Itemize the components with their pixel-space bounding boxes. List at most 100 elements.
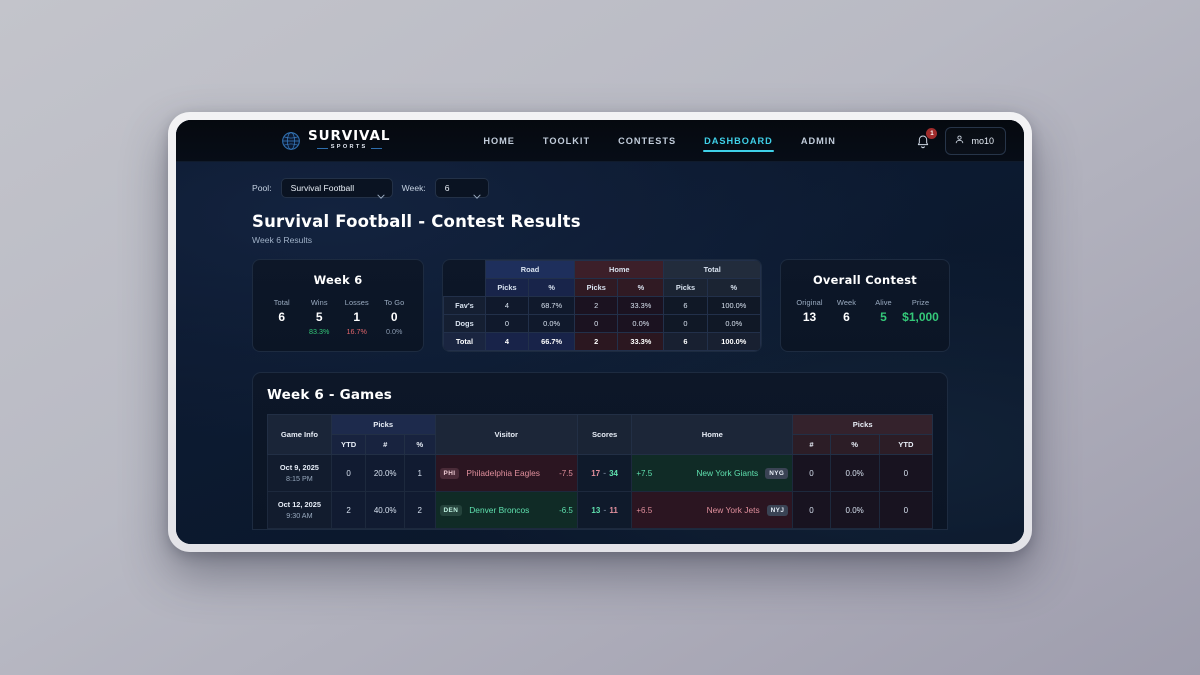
- matrix-sub-home-picks: Picks: [574, 278, 619, 297]
- user-avatar-icon: [954, 132, 965, 150]
- matrix-dogs-home-picks: 0: [574, 314, 619, 333]
- page-subtitle: Week 6 Results: [252, 235, 313, 245]
- brand-logo[interactable]: SURVIVAL SPORTS: [281, 129, 390, 151]
- visitor-spread: -6.5: [559, 505, 573, 515]
- games-sub-right-pct: %: [829, 434, 880, 455]
- score-separator: -: [603, 505, 607, 515]
- brand-tagline: SPORTS: [308, 145, 390, 151]
- week-summary-columns: Total 6 Wins 5 83.3% Losses 1 16.7%: [263, 298, 413, 336]
- visitor-team: PHI Philadelphia Eagles -7.5: [439, 467, 573, 479]
- matrix-row-dogs: Dogs 0 0.0% 0 0.0% 0 0.0%: [443, 314, 761, 333]
- game-info-cell: Oct 9, 2025 8:15 PM: [267, 454, 332, 492]
- right-pick-num: 0: [792, 491, 831, 529]
- game-info-cell: Oct 12, 2025 9:30 AM: [267, 491, 332, 529]
- left-pick-ytd: 2: [330, 491, 367, 529]
- page-title: Survival Football - Contest Results: [252, 212, 581, 231]
- matrix-favs-total-pct: 100.0%: [706, 296, 761, 315]
- home-spread: +6.5: [636, 505, 653, 515]
- matrix-sub-total-pct: %: [706, 278, 761, 297]
- table-row[interactable]: Oct 12, 2025 9:30 AM 2 40.0% 2 DEN Denve…: [267, 491, 934, 529]
- week-stat-togo-pct: 0.0%: [386, 327, 403, 336]
- app-viewport: SURVIVAL SPORTS HOME TOOLKIT CONTESTS DA…: [176, 120, 1024, 544]
- overall-contest-title: Overall Contest: [812, 273, 918, 287]
- matrix-row-dogs-label: Dogs: [443, 314, 486, 333]
- week-stat-losses: Losses 1 16.7%: [338, 298, 376, 336]
- pool-select[interactable]: Survival Football: [280, 178, 393, 199]
- week-stat-total: Total 6: [263, 298, 301, 336]
- games-col-visitor: Visitor: [434, 414, 578, 455]
- week-stat-togo: To Go 0 0.0%: [376, 298, 414, 336]
- matrix-dogs-home-pct: 0.0%: [617, 314, 665, 333]
- page-header: Survival Football - Contest Results Week…: [176, 198, 1024, 245]
- overall-stat-alive-label: Alive: [875, 298, 892, 307]
- games-col-scores: Scores: [576, 414, 633, 455]
- matrix-row-favs-label: Fav's: [443, 296, 486, 315]
- home-team-name: New York Giants: [696, 468, 759, 478]
- matrix-favs-home-picks: 2: [574, 296, 619, 315]
- matrix-sub-road-picks: Picks: [484, 278, 530, 297]
- overall-contest-columns: Original 13 Week 6 Alive 5 Prize: [791, 298, 939, 324]
- nav-link-home[interactable]: HOME: [483, 135, 515, 146]
- right-pick-ytd: 0: [878, 491, 934, 529]
- week-stat-togo-label: To Go: [384, 298, 405, 307]
- visitor-team-name: Philadelphia Eagles: [466, 468, 540, 478]
- visitor-team-abbr-badge: DEN: [439, 504, 463, 516]
- notifications-button[interactable]: 1: [915, 127, 938, 150]
- globe-icon: [281, 131, 301, 151]
- nav-right-cluster: 1 mo10: [915, 126, 1006, 155]
- matrix-favs-road-picks: 4: [484, 296, 530, 315]
- matrix-dogs-road-pct: 0.0%: [528, 314, 576, 333]
- matrix-group-road: Road: [484, 260, 576, 279]
- week-stat-total-label: Total: [273, 298, 290, 307]
- overall-stat-alive-value: 5: [880, 310, 887, 324]
- games-col-game-info: Game Info: [267, 414, 332, 455]
- visitor-spread: -7.5: [559, 468, 573, 478]
- overall-stat-week-value: 6: [843, 310, 850, 324]
- games-sub-right-ytd: YTD: [878, 434, 934, 455]
- nav-link-toolkit[interactable]: TOOLKIT: [542, 135, 591, 146]
- home-cell: +7.5 New York Giants NYG: [631, 454, 794, 492]
- week-summary-title: Week 6: [313, 273, 363, 287]
- overall-stat-week-label: Week: [836, 298, 857, 307]
- score-cell: 17-34: [576, 454, 633, 492]
- nav-link-contests[interactable]: CONTESTS: [618, 135, 677, 146]
- matrix-row-favs: Fav's 4 68.7% 2 33.3% 6 100.0%: [443, 296, 761, 315]
- summary-cards-row: Week 6 Total 6 Wins 5 83.3%: [176, 245, 1024, 352]
- games-sub-left-pct: %: [403, 434, 436, 455]
- week-stat-wins-label: Wins: [310, 298, 328, 307]
- overall-stat-alive: Alive 5: [865, 298, 902, 324]
- week-select[interactable]: 6: [434, 178, 489, 199]
- brand-wordmark: SURVIVAL SPORTS: [308, 129, 390, 151]
- visitor-score: 17: [591, 469, 601, 478]
- game-date: Oct 12, 2025: [277, 500, 321, 509]
- games-panel-title: Week 6 - Games: [267, 387, 393, 403]
- matrix-sub-total-picks: Picks: [663, 278, 708, 297]
- pool-select-value: Survival Football: [290, 183, 355, 193]
- home-team-name: New York Jets: [706, 505, 760, 515]
- home-team: +7.5 New York Giants NYG: [636, 467, 789, 479]
- matrix-row-total-label: Total: [443, 332, 486, 351]
- matrix-total-total-pct: 100.0%: [706, 332, 761, 351]
- overall-stat-prize: Prize $1,000: [902, 298, 939, 324]
- overall-stat-original-value: 13: [802, 310, 817, 324]
- games-table: Game Info Picks Visitor Scores Home Pick…: [267, 414, 934, 529]
- user-menu-button[interactable]: mo10: [945, 126, 1006, 155]
- games-sub-right-num: #: [792, 434, 831, 455]
- table-row[interactable]: Oct 9, 2025 8:15 PM 0 20.0% 1 PHI Philad…: [267, 454, 934, 492]
- left-pick-num: 20.0%: [365, 454, 405, 492]
- matrix-sub-road-pct: %: [528, 278, 576, 297]
- week-stat-total-value: 6: [278, 310, 286, 324]
- device-frame: SURVIVAL SPORTS HOME TOOLKIT CONTESTS DA…: [168, 112, 1032, 552]
- right-pick-pct: 0.0%: [829, 454, 880, 492]
- right-pick-pct: 0.0%: [829, 491, 880, 529]
- nav-link-admin[interactable]: ADMIN: [800, 135, 836, 146]
- overall-stat-original-label: Original: [796, 298, 823, 307]
- game-time: 9:30 AM: [286, 511, 313, 520]
- matrix-total-road-picks: 4: [484, 332, 530, 351]
- home-cell: +6.5 New York Jets NYJ: [631, 491, 794, 529]
- week-stat-togo-value: 0: [390, 310, 398, 324]
- week-stat-losses-label: Losses: [344, 298, 369, 307]
- left-pick-pct: 2: [403, 491, 436, 529]
- nav-link-dashboard[interactable]: DASHBOARD: [703, 132, 774, 152]
- matrix-corner-cell: [444, 261, 486, 279]
